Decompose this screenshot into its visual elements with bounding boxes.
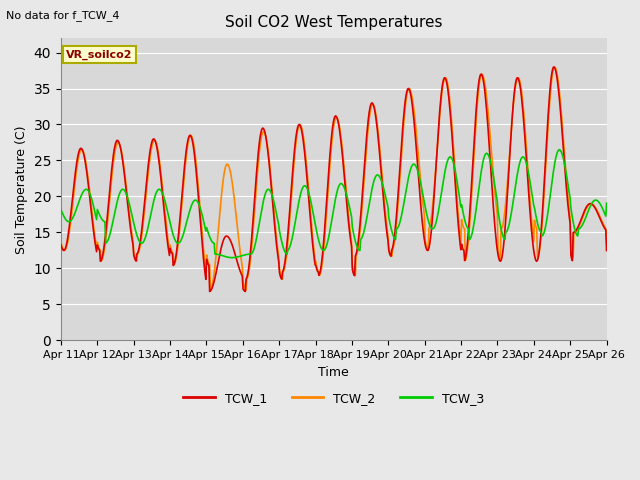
TCW_2 — [67, 218, 75, 224]
Y-axis label: Soil Temperature (C): Soil Temperature (C) — [15, 125, 28, 253]
TCW_2 — [179, 196, 186, 202]
TCW_2 — [401, 110, 408, 116]
Title: Soil CO2 West Temperatures: Soil CO2 West Temperatures — [225, 15, 442, 30]
TCW_3 — [228, 255, 236, 261]
TCW_2 — [417, 178, 424, 183]
TCW_3 — [556, 147, 563, 153]
TCW_3 — [179, 234, 186, 240]
TCW_3 — [417, 180, 424, 186]
TCW_2 — [551, 64, 559, 70]
TCW_2 — [123, 189, 131, 194]
TCW_1 — [603, 248, 611, 253]
TCW_1 — [401, 103, 408, 108]
TCW_2 — [242, 287, 250, 293]
TCW_3 — [123, 192, 131, 198]
TCW_1 — [417, 201, 424, 207]
TCW_3 — [207, 237, 215, 243]
TCW_3 — [67, 218, 75, 224]
TCW_3 — [401, 195, 408, 201]
TCW_2 — [603, 239, 611, 244]
TCW_1 — [67, 211, 75, 217]
Line: TCW_1: TCW_1 — [61, 67, 607, 291]
TCW_1 — [57, 242, 65, 248]
TCW_2 — [57, 239, 65, 245]
TCW_1 — [179, 188, 186, 193]
TCW_1 — [208, 286, 216, 291]
Line: TCW_2: TCW_2 — [61, 67, 607, 290]
Line: TCW_3: TCW_3 — [61, 150, 607, 258]
TCW_1 — [206, 288, 214, 294]
TCW_3 — [603, 200, 611, 206]
Legend: TCW_1, TCW_2, TCW_3: TCW_1, TCW_2, TCW_3 — [179, 387, 489, 410]
Text: VR_soilco2: VR_soilco2 — [67, 50, 133, 60]
TCW_3 — [57, 206, 65, 212]
TCW_1 — [123, 194, 131, 200]
TCW_1 — [550, 64, 558, 70]
X-axis label: Time: Time — [318, 366, 349, 379]
Text: No data for f_TCW_4: No data for f_TCW_4 — [6, 10, 120, 21]
TCW_2 — [207, 286, 215, 292]
